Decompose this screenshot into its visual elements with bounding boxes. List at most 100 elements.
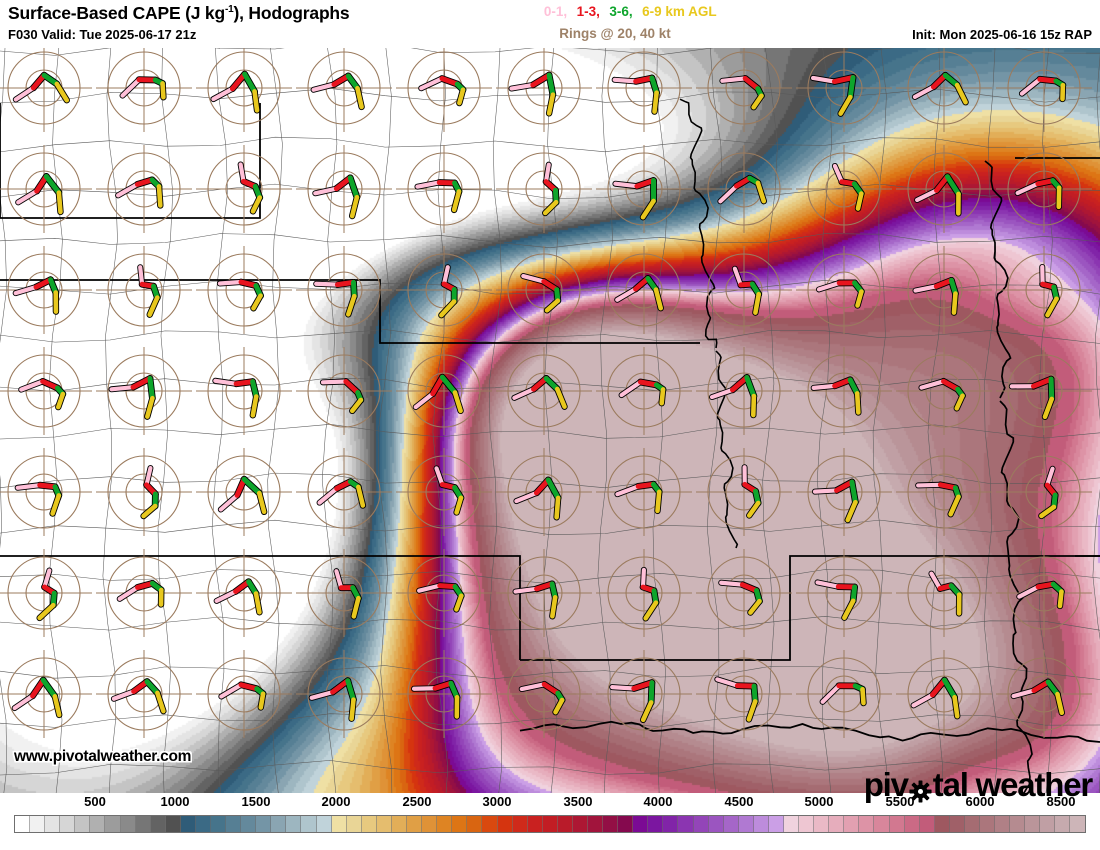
hodograph-trace-6-9km	[652, 90, 659, 114]
hodograph-trace-6-9km	[439, 299, 457, 318]
hodograph-station	[896, 549, 992, 637]
county-line-h	[0, 329, 1100, 344]
hodograph-trace-6-9km	[349, 697, 356, 722]
colorbar-tick-2: 1500	[241, 794, 271, 809]
county-line-h	[0, 760, 1100, 776]
hodograph-trace-0-1km	[213, 378, 239, 386]
colorbar-swatch-30	[467, 816, 483, 832]
hodograph-trace-6-9km	[349, 194, 360, 219]
hodograph-trace-3-6km	[549, 581, 558, 600]
hodograph-trace-6-9km	[951, 291, 958, 315]
hodograph-trace-6-9km	[659, 387, 666, 406]
colorbar-swatch-2	[45, 816, 61, 832]
hodograph-trace-3-6km	[345, 678, 356, 703]
hodograph-station	[96, 650, 192, 738]
hodograph-trace-1-3km	[930, 72, 948, 90]
hodograph-trace-6-9km	[253, 591, 262, 615]
colorbar-tick-8: 4500	[724, 794, 754, 809]
hodograph-trace-0-1km	[441, 265, 450, 287]
hodograph-trace-6-9km	[356, 484, 366, 508]
colorbar-swatch-54	[829, 816, 845, 832]
hodograph-trace-6-9km	[452, 390, 463, 414]
hodograph-trace-6-9km	[640, 198, 656, 220]
hodograph-trace-0-1km	[615, 484, 641, 497]
hodograph-trace-1-3km	[1037, 76, 1059, 84]
hodograph-trace-0-1km	[1011, 688, 1037, 699]
colorbar-swatch-20	[316, 816, 332, 832]
hodograph-trace-6-9km	[451, 189, 462, 213]
hodograph-trace-1-3km	[40, 378, 61, 391]
hodograph-station	[796, 145, 892, 233]
county-line-v	[706, 48, 723, 793]
colorbar-swatch-5	[90, 816, 106, 832]
hodograph-trace-0-1km	[434, 466, 445, 487]
hodograph-trace-0-1km	[211, 86, 235, 102]
hodograph-trace-1-3km	[33, 277, 54, 290]
hodograph-trace-0-1km	[417, 583, 442, 593]
hodograph-trace-6-9km	[147, 295, 160, 318]
hodograph-trace-3-6km	[942, 677, 958, 700]
hodograph-station	[0, 145, 92, 233]
hodograph-trace-0-1km	[612, 77, 638, 84]
colorbar-tick-labels: 500 1000 1500 2000 2500 3000 3500 4000 4500 5000 5…	[0, 793, 1100, 813]
county-line-v	[927, 48, 944, 793]
hodograph-trace-0-1km	[16, 189, 39, 205]
hodograph-trace-6-9km	[141, 503, 158, 519]
colorbar-swatch-37	[572, 816, 588, 832]
colorbar-swatch-6	[105, 816, 121, 832]
map-header: Surface-Based CAPE (J kg-1), Hodographs …	[0, 0, 1100, 48]
hodograph-trace-0-1km	[320, 379, 348, 385]
hodograph-trace-1-3km	[533, 477, 551, 496]
colorbar-swatch-16	[256, 816, 272, 832]
hodograph-trace-1-3km	[929, 677, 948, 698]
hodograph-trace-6-9km	[351, 595, 361, 619]
hodograph-station	[596, 650, 692, 738]
county-line-v	[488, 48, 502, 793]
colorbar-swatch-66	[1010, 816, 1026, 832]
hodograph-trace-6-9km	[842, 598, 856, 620]
hodograph-trace-1-3km	[432, 680, 454, 691]
hodograph-trace-3-6km	[242, 71, 258, 94]
hodograph-trace-6-9km	[753, 291, 762, 315]
hodograph-trace-0-1km	[238, 162, 246, 184]
colorbar-tick-4: 2500	[402, 794, 432, 809]
colorbar-swatch-52	[799, 816, 815, 832]
hodograph-trace-0-1km	[640, 567, 646, 590]
hodograph-trace-6-9km	[37, 602, 56, 621]
county-line-v	[157, 48, 174, 793]
colorbar-swatch-3	[60, 816, 76, 832]
hodograph-trace-6-9km	[454, 593, 464, 612]
hodograph-trace-1-3km	[430, 374, 445, 397]
hodograph-trace-6-9km	[50, 493, 62, 516]
colorbar-swatch-27	[422, 816, 438, 832]
county-line-h	[0, 233, 1100, 249]
colorbar-tick-5: 3000	[482, 794, 512, 809]
hodograph-trace-0-1km	[929, 571, 943, 591]
hodograph-trace-0-1km	[419, 76, 445, 91]
colorbar-swatch-46	[708, 816, 724, 832]
hodograph-trace-3-6km	[944, 174, 961, 197]
hodograph-station	[796, 650, 892, 738]
county-line-h	[0, 519, 1100, 535]
hodograph-trace-1-3km	[831, 74, 856, 85]
hodograph-station	[996, 347, 1092, 435]
hodograph-trace-6-9km	[542, 199, 559, 216]
hodograph-trace-6-9km	[251, 293, 263, 311]
hodograph-trace-6-9km	[845, 499, 858, 523]
hodograph-trace-6-9km	[56, 190, 63, 215]
hodograph-trace-0-1km	[815, 580, 841, 589]
colorbar-swatch-1	[30, 816, 46, 832]
colorbar-swatch-63	[964, 816, 980, 832]
hodograph-trace-1-3km	[238, 279, 259, 289]
colorbar-swatch-0	[15, 816, 31, 832]
hodograph-trace-6-9km	[954, 393, 965, 411]
hodograph-station	[696, 448, 792, 536]
hodograph-trace-1-3km	[130, 376, 153, 390]
cape-map[interactable]	[0, 48, 1100, 793]
hodograph-station	[496, 549, 592, 637]
legend-layer-3: 6-9 km AGL	[642, 4, 725, 19]
hodograph-trace-6-9km	[250, 195, 263, 214]
county-line-v	[543, 48, 558, 793]
hodograph-station	[0, 650, 92, 738]
colorbar-swatch-62	[949, 816, 965, 832]
